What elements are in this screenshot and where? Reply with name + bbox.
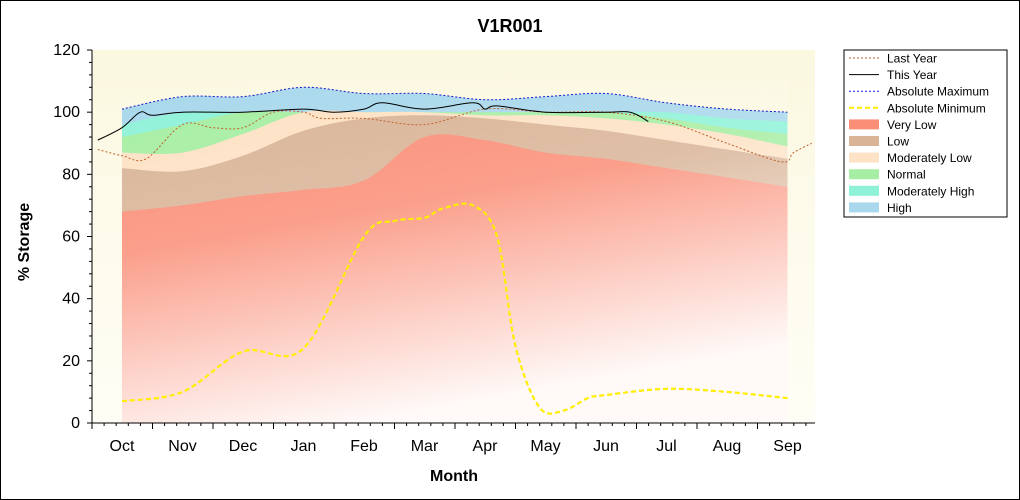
y-axis-label: % Storage	[16, 203, 33, 281]
x-tick-label: Dec	[229, 438, 257, 455]
x-tick-label: Feb	[350, 438, 378, 455]
series-line-last-year	[97, 108, 812, 163]
legend-swatch-normal	[849, 169, 879, 180]
x-axis-label: Month	[430, 468, 478, 485]
legend-label-last-year: Last Year	[887, 52, 937, 66]
y-tick-label: 60	[62, 229, 80, 246]
legend-label-this-year: This Year	[887, 68, 937, 82]
legend-swatch-low	[849, 136, 879, 146]
y-tick-label: 40	[62, 291, 80, 308]
fade-overlay	[122, 81, 788, 423]
axes-layer: 0 20 40 60 80 100 120 Oct Nov Dec Jan Feb Mar Apr May J…	[53, 42, 815, 455]
x-tick-label: Mar	[411, 438, 439, 455]
lines-layer	[97, 86, 812, 415]
x-tick-label: Aug	[713, 438, 741, 455]
legend-swatch-moderately-low	[849, 152, 879, 163]
series-line-this-year	[97, 102, 649, 141]
legend-label-normal: Normal	[887, 168, 926, 182]
x-tick-label: Jul	[656, 438, 676, 455]
legend: Last Year This Year Absolute Maximum Absolu…	[843, 49, 1008, 218]
chart-title: V1R001	[477, 16, 542, 36]
series-line-absolute-maximum	[121, 86, 788, 113]
x-tick-label: Sep	[773, 438, 802, 455]
legend-swatch-very-low	[849, 119, 879, 130]
legend-swatch-moderately-high	[849, 185, 879, 196]
legend-label-low: Low	[887, 135, 909, 149]
y-tick-label: 120	[53, 42, 80, 59]
legend-swatch-high	[849, 202, 879, 213]
x-tick-label: Jan	[291, 438, 317, 455]
y-tick-label: 20	[62, 353, 80, 370]
legend-label-absolute-minimum: Absolute Minimum	[887, 101, 986, 115]
legend-label-moderately-high: Moderately High	[887, 184, 974, 198]
legend-label-very-low: Very Low	[887, 118, 937, 132]
legend-label-high: High	[887, 201, 912, 215]
y-tick-label: 80	[62, 166, 80, 183]
x-tick-label: Nov	[168, 438, 196, 455]
legend-label-absolute-maximum: Absolute Maximum	[887, 85, 989, 99]
x-tick-label: May	[530, 438, 560, 455]
x-tick-label: Jun	[593, 438, 619, 455]
y-tick-label: 100	[53, 104, 80, 121]
x-tick-label: Oct	[110, 438, 135, 455]
x-tick-label: Apr	[473, 438, 499, 455]
y-tick-label: 0	[71, 415, 80, 432]
legend-label-moderately-low: Moderately Low	[887, 151, 972, 165]
